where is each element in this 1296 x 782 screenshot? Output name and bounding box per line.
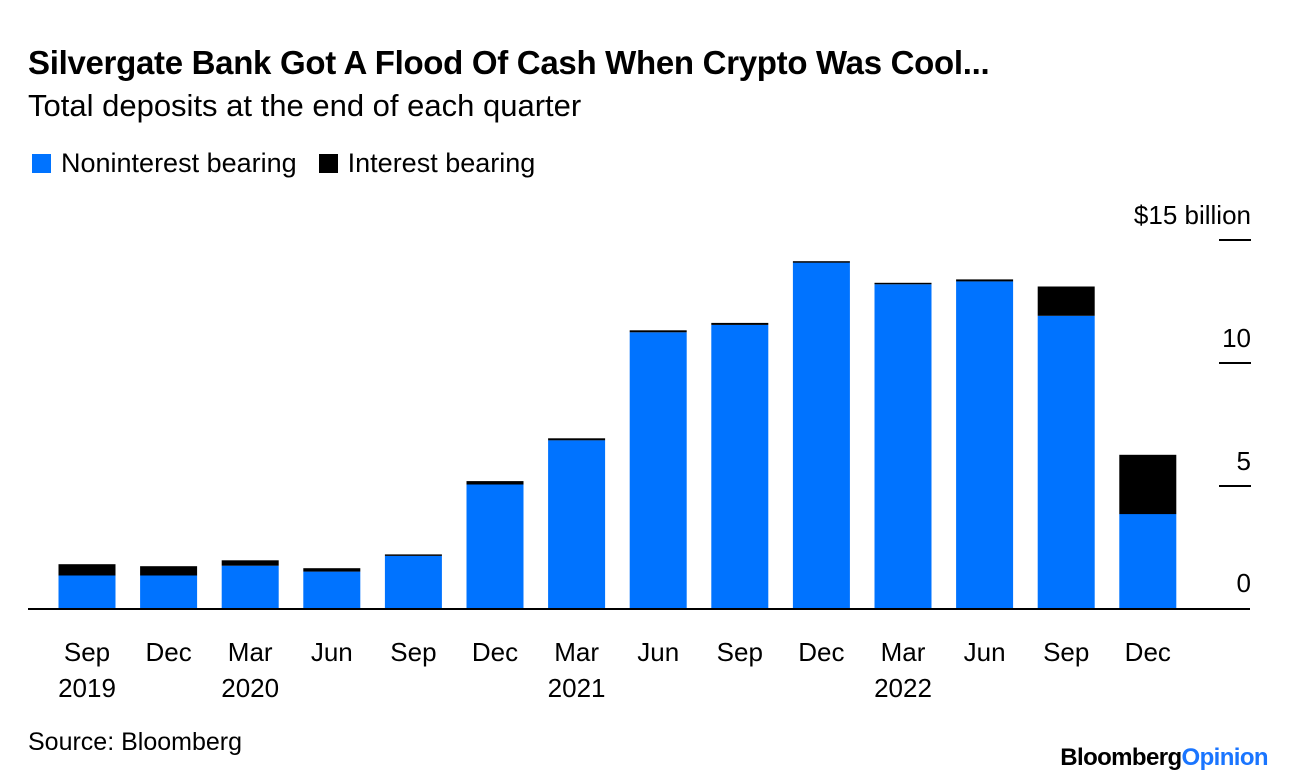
bar-noninterest — [221, 565, 279, 609]
bar-interest — [711, 322, 769, 325]
bar-noninterest — [1037, 315, 1095, 609]
source-note: Source: Bloomberg — [28, 728, 243, 756]
x-tick-label-year: 2021 — [548, 673, 606, 703]
bar-noninterest — [874, 284, 932, 609]
bar-interest — [874, 282, 932, 285]
x-tick-label-month: Sep — [717, 637, 763, 667]
x-tick-label-month: Jun — [637, 637, 679, 667]
legend-item-interest: Interest bearing — [318, 148, 536, 179]
bloomberg-opinion-logo: BloombergOpinion — [1060, 744, 1268, 772]
bar-interest — [140, 566, 198, 576]
brand-opinion: Opinion — [1181, 744, 1269, 771]
x-tick-label-month: Mar — [881, 637, 926, 667]
bar-interest — [303, 568, 361, 572]
bar-noninterest — [711, 324, 769, 609]
x-tick-label-month: Dec — [145, 637, 191, 667]
bar-interest — [221, 560, 279, 566]
y-tick-label: 10 — [1222, 323, 1251, 353]
x-tick-label-month: Mar — [228, 637, 273, 667]
x-tick-label-month: Dec — [1125, 637, 1171, 667]
legend-swatch-noninterest — [32, 154, 51, 173]
bar-noninterest — [629, 332, 687, 610]
x-tick-label-month: Sep — [390, 637, 436, 667]
bar-interest — [1119, 454, 1177, 515]
chart-legend: Noninterest bearing Interest bearing — [32, 148, 557, 179]
x-tick-label-month: Sep — [1043, 637, 1089, 667]
bar-noninterest — [303, 571, 361, 609]
bar-noninterest — [58, 575, 116, 609]
bar-interest — [629, 330, 687, 333]
bar-noninterest — [384, 555, 442, 609]
bar-interest — [548, 438, 606, 441]
bar-interest — [384, 554, 442, 556]
bar-noninterest — [956, 281, 1014, 609]
x-tick-label-month: Jun — [964, 637, 1006, 667]
legend-swatch-interest — [318, 154, 338, 173]
x-tick-label-month: Dec — [472, 637, 518, 667]
x-tick-label-year: 2020 — [221, 673, 279, 703]
x-tick-label-month: Mar — [554, 637, 599, 667]
bar-noninterest — [548, 440, 606, 609]
y-tick-label: 5 — [1237, 446, 1251, 476]
legend-label-interest: Interest bearing — [347, 148, 536, 178]
x-tick-label-month: Jun — [311, 637, 353, 667]
chart-subtitle: Total deposits at the end of each quarte… — [28, 88, 582, 123]
x-tick-label-month: Sep — [64, 637, 110, 667]
legend-item-noninterest: Noninterest bearing — [32, 148, 297, 179]
x-tick-label-year: 2019 — [58, 673, 116, 703]
bar-interest — [58, 564, 116, 576]
y-tick-label: $15 billion — [1134, 200, 1251, 230]
bar-noninterest — [1119, 514, 1177, 609]
bar-noninterest — [792, 262, 850, 609]
x-tick-label-month: Dec — [798, 637, 844, 667]
legend-label-noninterest: Noninterest bearing — [61, 148, 297, 178]
brand-main: Bloomberg — [1060, 744, 1182, 771]
bar-interest — [1037, 286, 1095, 316]
bar-interest — [956, 279, 1014, 282]
bar-noninterest — [140, 575, 198, 609]
x-tick-label-year: 2022 — [874, 673, 932, 703]
bar-interest — [792, 261, 850, 263]
bar-noninterest — [466, 484, 524, 609]
chart-title: Silvergate Bank Got A Flood Of Cash When… — [28, 44, 990, 81]
y-tick-label: 0 — [1237, 568, 1251, 598]
bar-interest — [466, 481, 524, 485]
